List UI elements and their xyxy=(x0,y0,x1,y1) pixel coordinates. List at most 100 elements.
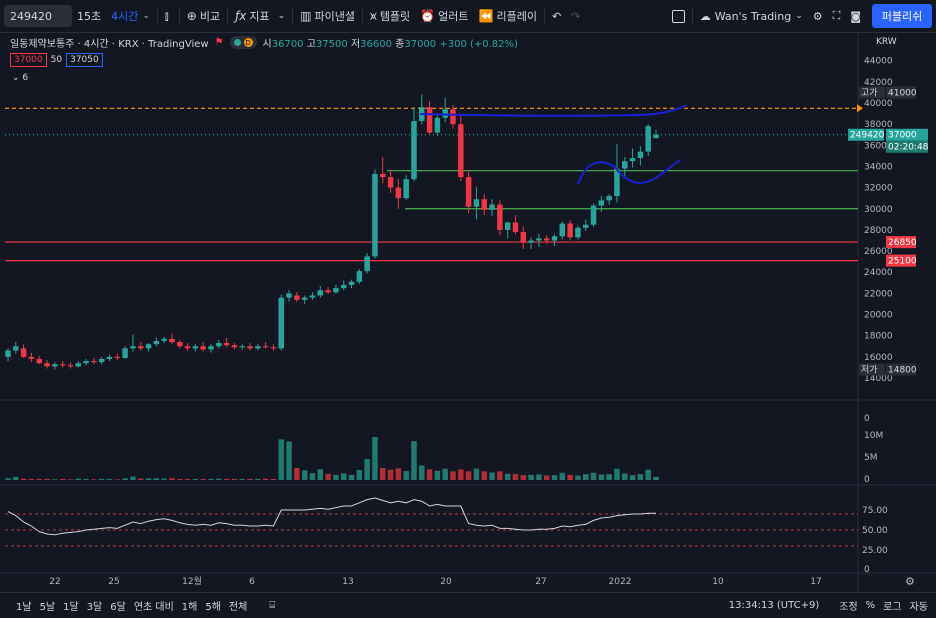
volume-bar xyxy=(325,473,331,480)
time-tick-label: 22 xyxy=(49,577,60,587)
flag-icon[interactable]: ⚑ xyxy=(214,37,224,48)
drawings-layer[interactable] xyxy=(419,104,687,185)
range-button-7[interactable]: 5해 xyxy=(205,602,221,613)
chevron-down-icon: ⌄ xyxy=(142,11,150,21)
trend-curve-top[interactable] xyxy=(419,104,687,117)
trend-curve-bottom[interactable] xyxy=(577,159,681,185)
plus-circle-icon: ⊕ xyxy=(186,9,197,23)
financials-label: 파이낸셜 xyxy=(314,10,356,23)
range-button-1[interactable]: 5날 xyxy=(39,602,56,613)
chart-type-button[interactable]: ⫾ xyxy=(160,0,177,32)
countdown-tag-bg xyxy=(886,140,928,153)
symbol-title[interactable]: 일동제약보통주 · 4시간 · KRX · TradingView xyxy=(10,39,209,50)
volume-bar xyxy=(309,473,316,480)
volume-bar xyxy=(551,475,558,480)
undo-button[interactable]: ↶ xyxy=(547,0,566,32)
alert-marker-icon[interactable] xyxy=(857,104,863,113)
layout-name-button[interactable]: ☁ Wan's Trading ⌄ xyxy=(695,0,808,32)
camera-icon: ◙ xyxy=(850,9,861,23)
time-axis[interactable]: 22 25 12월 6 13 20 27 2022 10 17 ⚙ xyxy=(0,572,936,588)
range-button-3[interactable]: 3달 xyxy=(86,602,103,613)
clock-display[interactable]: 13:34:13 (UTC+9) xyxy=(728,600,820,611)
time-tick-label: 25 xyxy=(108,577,119,587)
divider xyxy=(691,7,693,25)
candle-body xyxy=(137,346,144,349)
range-button-2[interactable]: 1달 xyxy=(63,602,79,613)
volume-bar xyxy=(169,478,175,480)
volume-bar xyxy=(465,471,472,480)
rewind-icon: ⏪ xyxy=(478,9,494,23)
volume-bar xyxy=(161,478,167,480)
sell-price-button[interactable]: 37000 xyxy=(10,53,47,67)
calendar-icon[interactable]: ⌸ xyxy=(269,600,276,611)
volume-bar xyxy=(130,476,136,480)
range-buttons: 1날 5날 1달 3달 6달 연초 대비 1해 5해 전체 xyxy=(0,598,251,613)
indicators-button[interactable]: ƒx 지표 ⌄ xyxy=(230,0,290,32)
snapshot-button[interactable]: ◙ xyxy=(845,0,866,32)
templates-icon: ⩙ xyxy=(370,8,377,23)
redo-button[interactable]: ↷ xyxy=(566,0,585,32)
financials-button[interactable]: ▥ 파이낸셜 xyxy=(295,0,360,32)
candle-body xyxy=(13,346,19,351)
candle-body xyxy=(208,346,214,350)
replay-button[interactable]: ⏪ 리플레이 xyxy=(474,0,542,32)
range-button-8[interactable]: 전체 xyxy=(228,602,248,613)
candle-body xyxy=(28,356,35,359)
indicators-toggle[interactable]: ⌄ 6 xyxy=(12,73,28,83)
volume-bar xyxy=(200,478,206,480)
interval-15s-label: 15초 xyxy=(77,10,102,23)
chart-canvas[interactable]: KRW 44000 42000 40000 38000 36000 34000 32000 30… xyxy=(0,32,936,592)
candle-body xyxy=(364,256,370,272)
volume-bar xyxy=(481,471,487,480)
market-status-badge[interactable]: D xyxy=(229,36,257,49)
range-button-6[interactable]: 1해 xyxy=(181,602,198,613)
templates-button[interactable]: ⩙ 템플릿 xyxy=(365,0,415,32)
log-toggle[interactable]: 로그 xyxy=(883,602,902,613)
publish-button[interactable]: 퍼블리쉬 xyxy=(872,4,932,28)
horizontal-lines[interactable] xyxy=(5,107,858,262)
alerts-button[interactable]: ⏰ 얼러트 xyxy=(415,0,473,32)
volume-bar xyxy=(348,474,355,480)
candle-body xyxy=(91,361,97,363)
divider xyxy=(543,7,545,25)
volume-bar xyxy=(333,474,339,480)
fullscreen-select-button[interactable] xyxy=(667,0,690,32)
range-button-0[interactable]: 1날 xyxy=(16,602,32,613)
candle-body xyxy=(177,342,183,347)
compare-button[interactable]: ⊕ 비교 xyxy=(182,0,225,32)
currency-selector[interactable]: KRW xyxy=(876,37,897,47)
adjust-toggle[interactable]: 조정 xyxy=(839,602,858,613)
open-value: 36700 xyxy=(271,39,304,50)
volume-bar xyxy=(98,478,105,480)
divider xyxy=(156,7,158,25)
divider xyxy=(227,7,229,25)
range-button-4[interactable]: 6달 xyxy=(110,602,126,613)
volume-bar xyxy=(67,479,74,480)
rsi-tick-label: 75.00 xyxy=(862,506,888,516)
auto-toggle[interactable]: 자동 xyxy=(909,602,928,613)
volume-bar xyxy=(380,467,386,480)
settings-button[interactable]: ⚙ xyxy=(808,0,828,32)
gear-icon[interactable]: ⚙ xyxy=(905,575,915,588)
price-tick-label: 38000 xyxy=(864,120,893,130)
price-tick-label: 32000 xyxy=(864,184,893,194)
percent-toggle[interactable]: % xyxy=(865,600,876,611)
volume-bar xyxy=(278,439,284,480)
volume-bar xyxy=(497,471,503,480)
range-button-5[interactable]: 연초 대비 xyxy=(133,602,174,613)
candle-body xyxy=(169,338,175,343)
compare-label: 비교 xyxy=(199,10,221,23)
buy-price-button[interactable]: 37050 xyxy=(66,53,103,67)
interval-15s-button[interactable]: 15초 xyxy=(72,0,106,32)
interval-4h-label: 4시간 xyxy=(111,10,139,23)
candle-body xyxy=(122,348,128,358)
undo-icon: ↶ xyxy=(551,9,562,23)
time-tick-label: 27 xyxy=(535,577,546,587)
price-axis[interactable]: KRW 44000 42000 40000 38000 36000 34000 32000 30… xyxy=(848,37,929,575)
fullscreen-button[interactable]: ⛶ xyxy=(828,0,846,32)
symbol-search-input[interactable]: 249420 xyxy=(4,5,72,27)
volume-bar xyxy=(177,478,183,480)
candles-icon: ⫾ xyxy=(164,8,169,23)
interval-4h-button[interactable]: 4시간 ⌄ xyxy=(106,0,155,32)
volume-bar xyxy=(231,478,238,480)
